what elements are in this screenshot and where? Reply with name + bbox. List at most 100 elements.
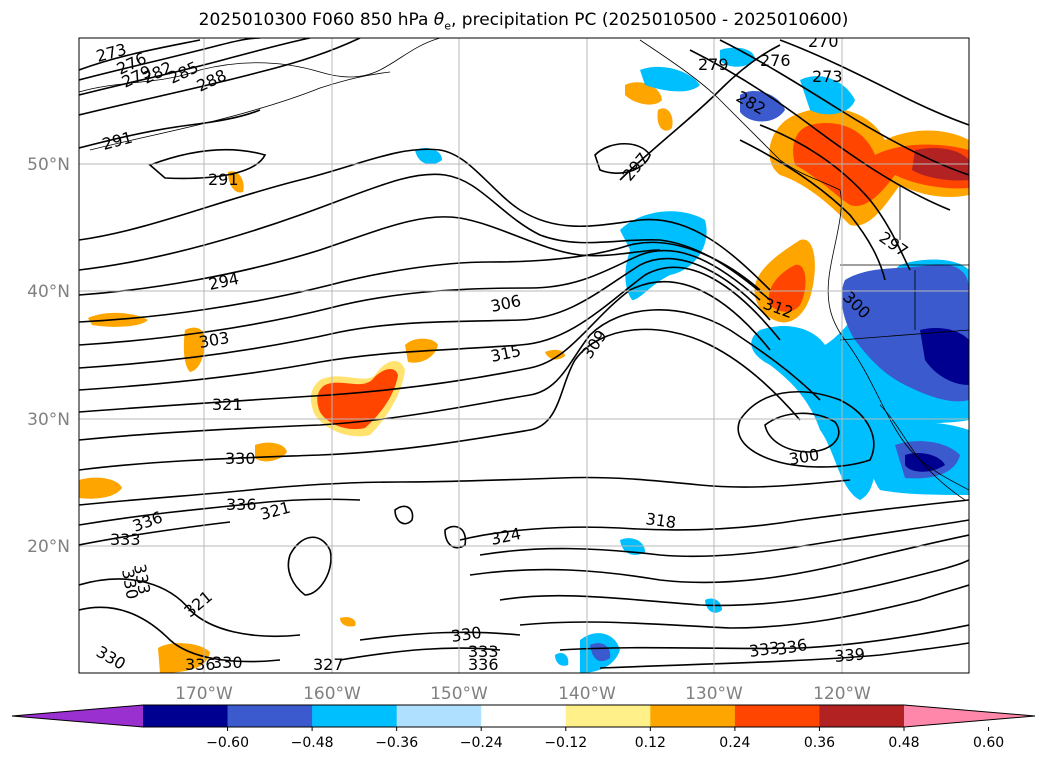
colorbar-tick-label: −0.60	[206, 735, 249, 751]
contour-line	[79, 173, 771, 301]
contour-label: 336	[468, 655, 499, 674]
contour-label: 333	[748, 638, 781, 661]
contour-line	[394, 505, 414, 525]
contour-line	[79, 606, 281, 663]
contour-label: 318	[644, 509, 677, 532]
longitude-labels: 170°W 160°W 150°W 140°W 130°W 120°W	[175, 684, 871, 704]
precip-negative-region	[920, 328, 969, 385]
lon-label: 120°W	[813, 684, 871, 704]
colorbar-tick-label: −0.24	[460, 735, 503, 751]
contour-line	[469, 534, 969, 584]
contour-line	[79, 309, 821, 441]
precip-positive-region	[158, 643, 210, 673]
colorbar-extend-low	[12, 705, 143, 727]
contour-line	[79, 148, 771, 291]
contour-line	[148, 149, 267, 180]
title-theta: θ	[433, 10, 445, 30]
colorbar-tick-label: −0.12	[544, 735, 587, 751]
contour-line	[559, 624, 969, 651]
contour-label: 276	[760, 51, 791, 70]
contour-label: 330	[450, 623, 483, 646]
contour-line	[479, 519, 969, 558]
title-prefix: 2025010300 F060 850 hPa	[198, 10, 434, 30]
contour-label: 291	[208, 170, 239, 189]
colorbar-outline	[11, 704, 1036, 728]
contour-label: 330	[225, 449, 256, 468]
lat-label: 20°N	[27, 537, 70, 557]
colorbar-swatch	[227, 705, 313, 727]
contour-label: 333	[110, 530, 141, 549]
colorbar-swatch	[481, 705, 567, 727]
contour-line	[79, 498, 361, 526]
contour-line	[339, 647, 501, 661]
contour-line	[599, 642, 969, 669]
precip-negative-region	[415, 148, 442, 165]
colorbar-swatch	[312, 705, 398, 727]
precip-positive-region	[340, 617, 356, 627]
contour-line	[737, 391, 875, 468]
contour-label: 321	[212, 395, 243, 414]
contour-line	[79, 249, 761, 346]
precip-positive-region	[657, 108, 673, 131]
contour-label: 279	[698, 55, 729, 74]
contour-line	[359, 631, 521, 641]
contour-line	[79, 328, 801, 471]
alaska-coastline	[79, 38, 441, 93]
contour-line	[79, 38, 261, 81]
precip-negative-region	[800, 76, 855, 115]
map-frame	[78, 37, 970, 674]
contour-line	[689, 49, 951, 211]
lon-label: 170°W	[175, 684, 233, 704]
lat-label: 30°N	[27, 410, 70, 430]
contour-line	[79, 216, 661, 296]
colorbar-tick-label: 0.60	[973, 735, 1004, 751]
colorbar-tick-label: −0.48	[291, 735, 334, 751]
lat-label: 40°N	[27, 282, 70, 302]
contour-line	[79, 476, 851, 506]
contour-line	[759, 124, 911, 271]
contour-line	[79, 241, 761, 323]
precip-positive-region	[79, 477, 122, 499]
contour-label: 327	[313, 655, 344, 674]
coastlines	[79, 38, 969, 501]
contour-line	[719, 39, 969, 176]
precip-positive-region	[228, 171, 244, 193]
colorbar-extend-high	[904, 705, 1035, 727]
lon-label: 150°W	[430, 684, 488, 704]
contour-line	[519, 584, 969, 629]
contour-line	[499, 559, 969, 607]
colorbar-swatch	[734, 705, 820, 727]
contour-line	[79, 39, 201, 71]
bc-coastline	[639, 39, 841, 191]
contour-line	[764, 412, 840, 453]
contour-line	[79, 578, 301, 638]
precip-positive-region	[545, 349, 565, 360]
lat-label: 50°N	[27, 155, 70, 175]
colorbar-tick-label: −0.36	[375, 735, 418, 751]
contour-line	[79, 280, 771, 413]
contour-line	[79, 109, 261, 149]
contour-label: 336	[185, 655, 216, 674]
gridlines	[79, 38, 969, 673]
contour-label: 336	[226, 495, 257, 514]
precip-negative-region	[720, 47, 755, 67]
contour-line	[594, 143, 651, 174]
precip-negative-region	[905, 453, 945, 472]
contour-line	[444, 525, 467, 549]
contour-line	[79, 521, 231, 546]
precip-positive-region	[317, 368, 398, 430]
precip-positive-region	[768, 264, 806, 312]
precip-negative-region	[555, 653, 569, 666]
contour-label: 270	[808, 32, 839, 51]
colorbar-swatch	[143, 705, 229, 727]
contour-line	[739, 139, 886, 281]
colorbar-tick-label: 0.24	[719, 735, 750, 751]
contour-line	[287, 536, 332, 596]
colorbar-swatch	[396, 705, 482, 727]
contour-label: 330	[212, 653, 243, 672]
title-theta-sub: e	[444, 19, 451, 33]
colorbar-tick-label: 0.12	[635, 735, 666, 751]
latitude-labels: 50°N 40°N 30°N 20°N	[27, 155, 70, 557]
contour-line	[79, 38, 361, 116]
